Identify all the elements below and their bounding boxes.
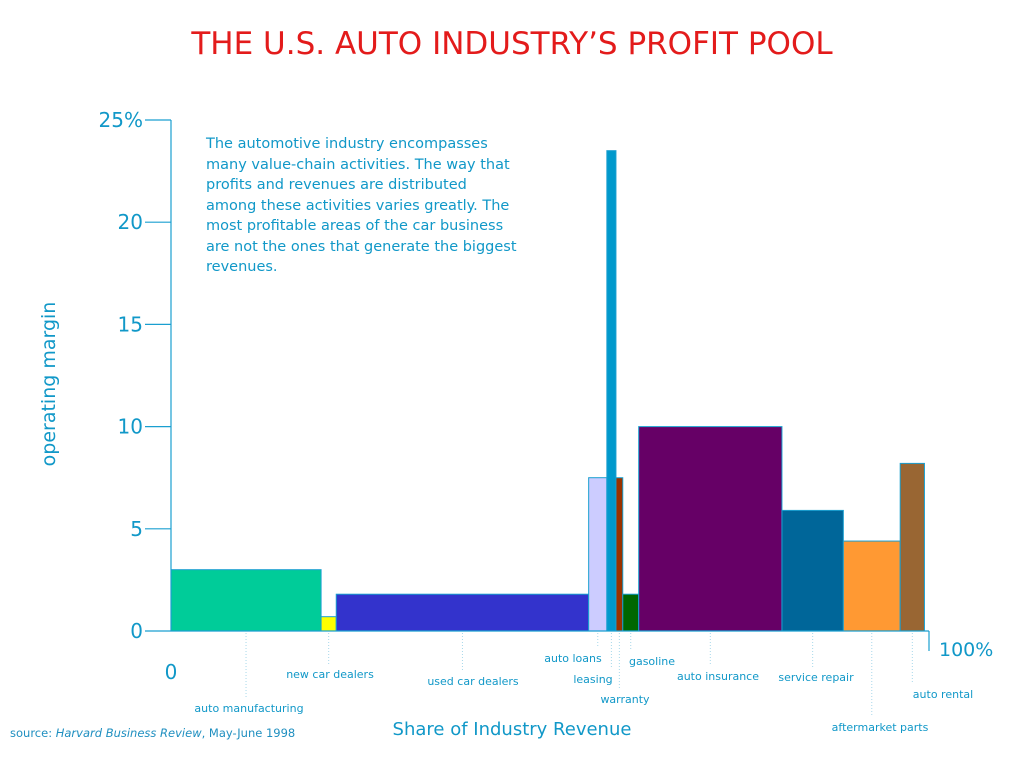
segment-label-used-car-dealers: used car dealers <box>427 675 519 688</box>
annotation-text: The automotive industry encompasses many… <box>206 136 517 275</box>
y-tick-label-10: 10 <box>118 415 143 439</box>
segment-label-gasoline: gasoline <box>629 655 675 668</box>
bar-new-car-dealers <box>320 616 337 632</box>
segment-label-service-repair: service repair <box>778 671 854 684</box>
bar-warranty <box>615 477 624 632</box>
bar-used-car-dealers <box>335 593 590 632</box>
source-suffix: , May-June 1998 <box>201 726 296 740</box>
label-group: auto manufacturing new car dealers used ca… <box>38 108 993 740</box>
y-tick-label-0: 0 <box>130 619 143 643</box>
chart-title: THE U.S. AUTO INDUSTRY’S PROFIT POOL <box>191 26 833 62</box>
y-axis-title: operating margin <box>38 302 60 467</box>
segment-label-auto-rental: auto rental <box>913 688 973 701</box>
bar-gasoline <box>622 593 640 632</box>
y-tick-label-5: 5 <box>130 517 143 541</box>
x-tick-label-100: 100% <box>939 639 993 661</box>
bar-service-repair <box>781 509 844 632</box>
segment-label-auto-insurance: auto insurance <box>677 670 759 683</box>
segment-label-auto-manufacturing: auto manufacturing <box>194 702 303 715</box>
source-prefix: source: <box>10 726 56 740</box>
source-note: source: Harvard Business Review, May-Jun… <box>10 726 295 740</box>
bar-auto-rental <box>899 462 925 632</box>
bar-leasing <box>606 150 617 632</box>
segment-label-leasing: leasing <box>573 673 612 686</box>
bar-auto-insurance <box>638 426 783 632</box>
source-publication: Harvard Business Review <box>55 726 202 740</box>
y-tick-label-25: 25% <box>99 108 143 132</box>
bar-auto-manufacturing <box>170 569 322 632</box>
leader-line-group <box>245 633 913 717</box>
x-tick-label-0: 0 <box>165 660 178 684</box>
x-axis-title: Share of Industry Revenue <box>393 719 632 740</box>
bar-aftermarket-parts <box>842 540 901 632</box>
segment-label-new-car-dealers: new car dealers <box>286 668 374 681</box>
axes-group <box>145 119 930 651</box>
segment-label-aftermarket-parts: aftermarket parts <box>832 721 929 734</box>
segment-label-auto-loans: auto loans <box>544 652 602 665</box>
y-tick-label-15: 15 <box>118 312 143 336</box>
bar-group <box>170 150 925 632</box>
segment-label-warranty: warranty <box>600 693 650 706</box>
y-tick-label-20: 20 <box>118 210 143 234</box>
bar-auto-loans <box>588 477 608 632</box>
